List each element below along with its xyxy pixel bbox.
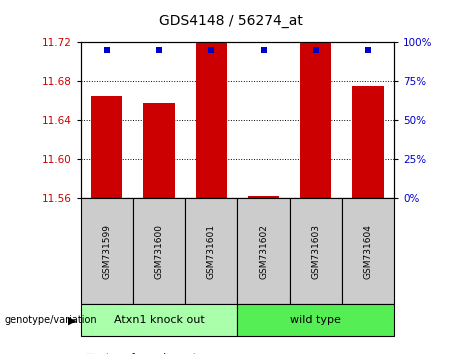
Text: wild type: wild type: [290, 315, 341, 325]
Bar: [185, 198, 237, 304]
Text: GSM731600: GSM731600: [154, 224, 164, 279]
Text: GSM731601: GSM731601: [207, 224, 216, 279]
Text: GDS4148 / 56274_at: GDS4148 / 56274_at: [159, 14, 302, 28]
Text: ■: ■: [85, 353, 96, 354]
Bar: [237, 198, 290, 304]
Point: [207, 47, 215, 53]
Bar: [237, 304, 394, 336]
Text: ▶: ▶: [68, 315, 76, 325]
Text: Atxn1 knock out: Atxn1 knock out: [114, 315, 204, 325]
Text: GSM731603: GSM731603: [311, 224, 320, 279]
Bar: [195, 42, 227, 198]
Bar: [300, 42, 331, 198]
Bar: [352, 86, 384, 198]
Text: GSM731604: GSM731604: [364, 224, 372, 279]
Bar: [81, 304, 237, 336]
Point: [155, 47, 163, 53]
Text: genotype/variation: genotype/variation: [5, 315, 97, 325]
Text: GSM731599: GSM731599: [102, 224, 111, 279]
Bar: [91, 96, 123, 198]
Text: transformed count: transformed count: [106, 353, 197, 354]
Point: [103, 47, 111, 53]
Bar: [81, 198, 133, 304]
Point: [364, 47, 372, 53]
Bar: [290, 198, 342, 304]
Point: [312, 47, 319, 53]
Bar: [342, 198, 394, 304]
Bar: [133, 198, 185, 304]
Text: GSM731602: GSM731602: [259, 224, 268, 279]
Bar: [248, 196, 279, 198]
Bar: [143, 103, 175, 198]
Point: [260, 47, 267, 53]
